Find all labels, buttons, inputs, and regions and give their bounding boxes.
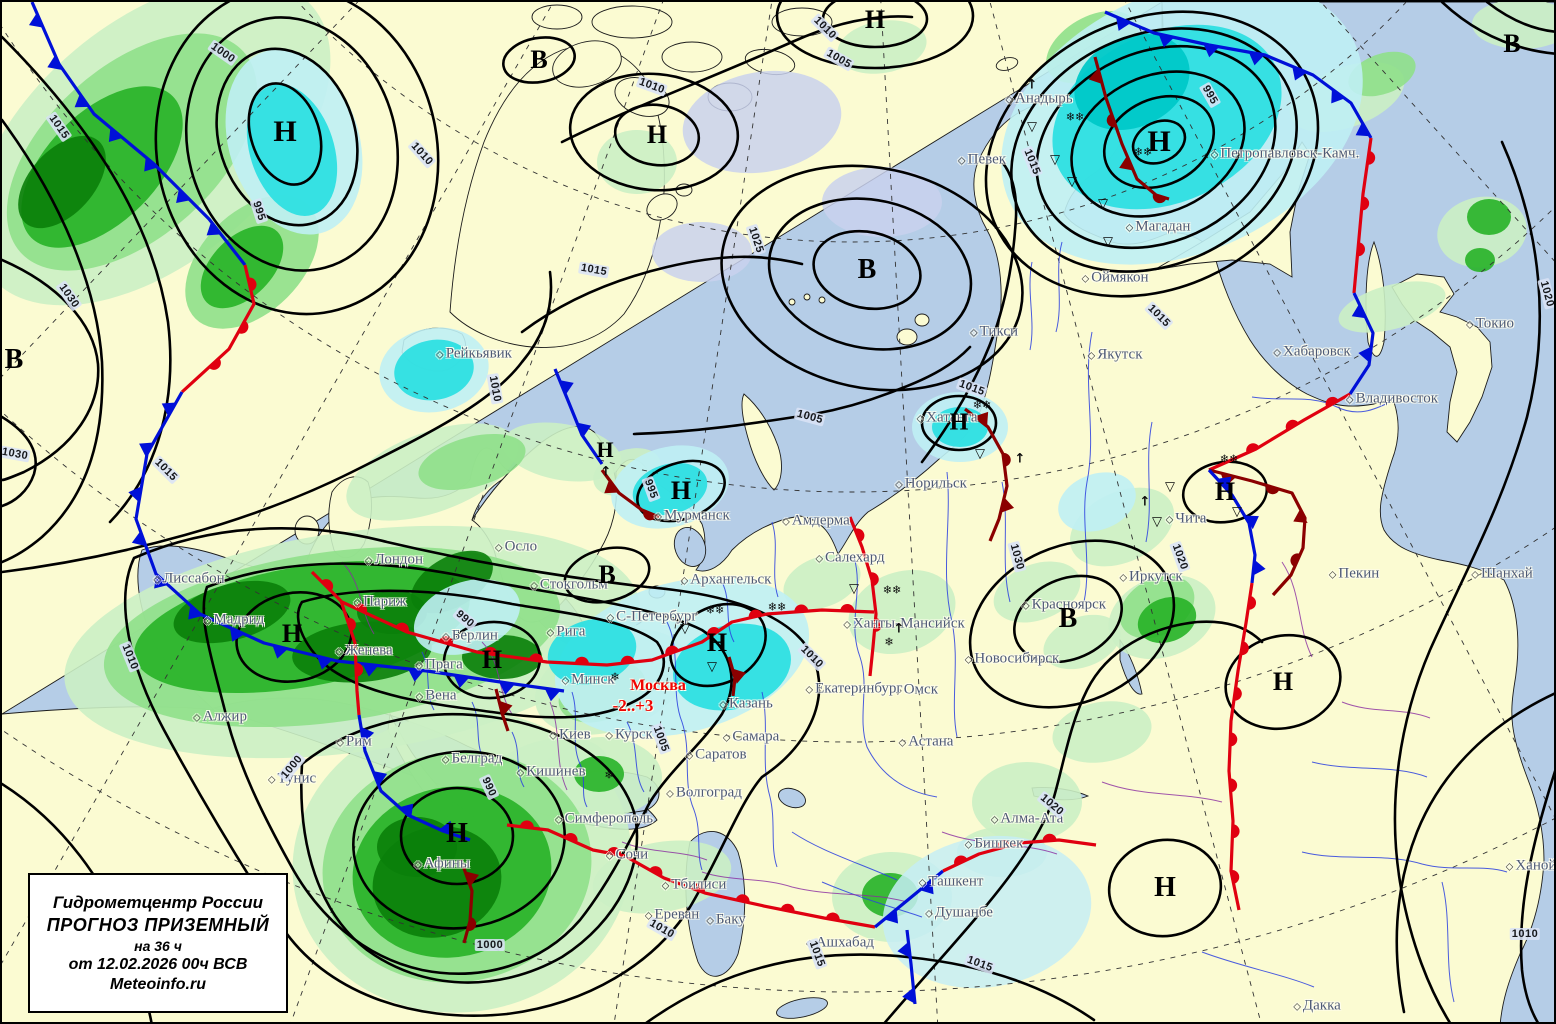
front-occluded — [459, 859, 479, 944]
front-occluded — [1088, 56, 1170, 204]
front-cold — [553, 368, 604, 465]
front-warm — [180, 264, 257, 394]
front-cold — [128, 391, 565, 702]
fronts-layer — [28, 2, 1376, 1005]
front-cold — [357, 714, 471, 842]
front-warm — [1208, 392, 1351, 472]
front-warm — [341, 600, 875, 667]
front-warm — [506, 820, 876, 929]
front-occluded — [494, 688, 513, 732]
front-occluded — [727, 656, 747, 697]
front-cold — [28, 2, 247, 266]
front-warm — [1227, 582, 1257, 911]
rivers-layer — [421, 241, 1508, 1003]
legend-box: Гидрометцентр России ПРОГНОЗ ПРИЗЕМНЫЙ н… — [28, 873, 288, 1013]
legend-title: ПРОГНОЗ ПРИЗЕМНЫЙ — [46, 914, 270, 935]
front-warm — [848, 516, 882, 677]
borders-layer — [341, 561, 1431, 903]
front-cold — [897, 929, 917, 1005]
legend-lead-time: на 36 ч — [134, 937, 182, 954]
legend-base-time: от 12.02.2026 00ч ВСВ — [68, 955, 248, 973]
front-occluded — [1208, 468, 1308, 597]
front-warm — [942, 833, 1097, 873]
front-cold — [1207, 468, 1266, 584]
front-warm — [1352, 137, 1376, 294]
front-cold — [1104, 10, 1373, 139]
legend-org: Гидрометцентр России — [52, 892, 264, 912]
front-occluded — [964, 407, 1015, 542]
front-occluded — [600, 469, 660, 521]
front-cold — [873, 869, 945, 929]
front-cold — [1348, 292, 1375, 395]
front-warm — [310, 570, 364, 716]
legend-site: Meteoinfo.ru — [110, 975, 206, 993]
